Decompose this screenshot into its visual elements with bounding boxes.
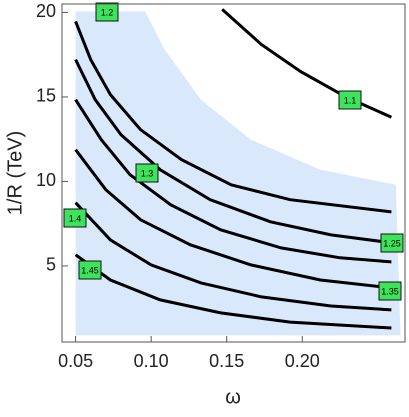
contour-label-box <box>380 233 404 253</box>
x-tick-label: 0.05 <box>58 351 93 371</box>
y-tick-label: 5 <box>46 255 56 275</box>
contour-label: 1.1 <box>344 95 357 105</box>
contour-label: 1.3 <box>141 168 154 178</box>
y-axis-label: 1/R (TeV) <box>4 131 26 215</box>
contour-label-box <box>63 208 87 228</box>
y-tick-label: 15 <box>36 86 56 106</box>
contour-label: 1.35 <box>381 286 399 296</box>
contour-label-box <box>378 281 402 301</box>
contour-line <box>74 201 392 312</box>
contour-line <box>74 253 392 330</box>
contour-line <box>221 8 393 119</box>
contour-label-box <box>95 2 119 22</box>
x-tick-label: 0.15 <box>209 351 244 371</box>
contour-label: 1.2 <box>101 7 114 17</box>
plot-frame <box>61 3 406 343</box>
x-axis-label: ω <box>225 386 241 408</box>
contour-line <box>74 148 392 290</box>
contour-label: 1.4 <box>69 213 82 223</box>
x-tick-label: 0.20 <box>285 351 320 371</box>
contour-label-box <box>78 260 102 280</box>
contour-line <box>74 58 392 245</box>
y-tick-label: 20 <box>36 1 56 21</box>
contour-label-box <box>338 90 362 110</box>
contour-label: 1.25 <box>383 238 401 248</box>
contour-line <box>74 98 392 264</box>
y-tick-label: 10 <box>36 170 56 190</box>
contour-line <box>74 20 392 214</box>
x-tick-label: 0.10 <box>134 351 169 371</box>
contour-label-box <box>135 163 159 183</box>
contour-label: 1.45 <box>81 265 99 275</box>
